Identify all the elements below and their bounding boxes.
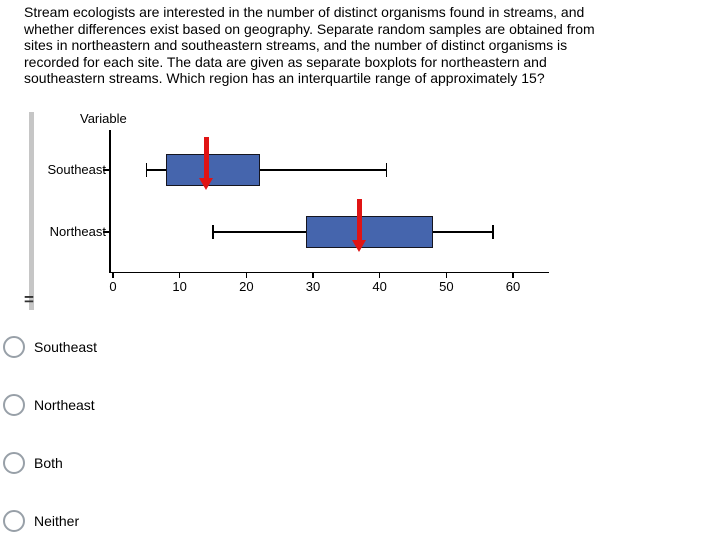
x-axis-tick-label: 30 (305, 279, 321, 294)
answer-option-neither[interactable]: Neither (3, 509, 79, 533)
y-axis-tick (103, 231, 110, 233)
boxplot-whisker-cap-min (145, 163, 148, 177)
y-axis-category-label: Southeast (47, 162, 106, 177)
question-text: Stream ecologists are interested in the … (24, 4, 595, 86)
y-axis-tick (103, 169, 110, 171)
x-axis-tick (445, 272, 448, 278)
option-label: Southeast (34, 339, 98, 355)
x-axis-tick (178, 272, 181, 278)
boxplot-whisker-cap-max (385, 163, 388, 177)
option-label: Neither (34, 513, 80, 529)
boxplot-median-marker (357, 199, 363, 240)
boxplot-whisker-line (146, 169, 387, 171)
option-label: Both (34, 455, 63, 471)
boxplot-whisker-cap-max (492, 225, 494, 239)
x-axis-tick-label: 50 (439, 279, 454, 294)
boxplot-box (306, 216, 433, 248)
boxplot-median-marker (203, 137, 209, 178)
x-axis-tick-label: 40 (372, 279, 387, 294)
x-axis-tick-label: 20 (239, 279, 254, 294)
x-axis-tick (312, 272, 314, 278)
x-axis-tick-label: 0 (109, 279, 117, 294)
y-axis-line (109, 130, 111, 273)
answer-option-both[interactable]: Both (3, 451, 63, 475)
answer-option-northeast[interactable]: Northeast (3, 393, 95, 417)
x-axis-tick-label: 60 (505, 279, 521, 294)
x-axis-tick (112, 272, 114, 278)
x-axis-tick-label: 10 (172, 279, 187, 294)
boxplot-median-arrow-icon (352, 240, 367, 252)
chart-title: Variable (80, 111, 127, 126)
y-axis-category-label: Northeast (49, 224, 106, 239)
radio-button[interactable] (3, 452, 25, 474)
x-axis-tick (512, 272, 514, 278)
radio-button[interactable] (3, 394, 25, 416)
boxplot-whisker-cap-min (212, 225, 214, 239)
radio-button[interactable] (3, 336, 25, 358)
boxplot-box (166, 154, 260, 186)
x-axis-tick (245, 272, 248, 278)
radio-button[interactable] (3, 510, 25, 532)
x-axis-tick (378, 272, 381, 278)
boxplot-median-arrow-icon (198, 178, 213, 190)
resize-handle-icon[interactable]: = (24, 290, 34, 309)
option-label: Northeast (34, 397, 95, 413)
x-axis-line (109, 271, 549, 273)
applet-left-divider (29, 112, 34, 310)
answer-option-southeast[interactable]: Southeast (3, 335, 97, 359)
